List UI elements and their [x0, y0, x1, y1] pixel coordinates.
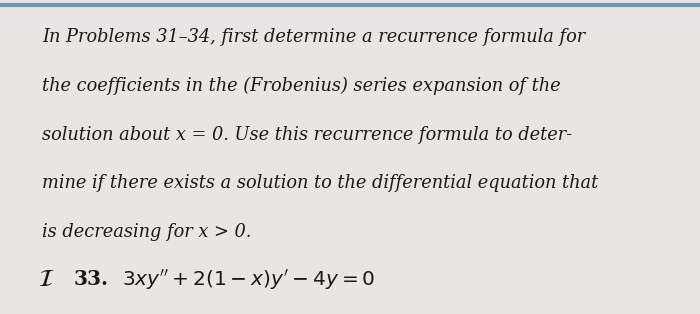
Text: In Problems 31–34, first determine a recurrence formula for: In Problems 31–34, first determine a rec…	[42, 28, 585, 46]
Text: $\mathcal{I}$: $\mathcal{I}$	[38, 268, 55, 291]
Text: the coefficients in the (Frobenius) series expansion of the: the coefficients in the (Frobenius) seri…	[42, 77, 561, 95]
Text: is decreasing for x > 0.: is decreasing for x > 0.	[42, 223, 251, 241]
Text: solution about x = 0. Use this recurrence formula to deter-: solution about x = 0. Use this recurrenc…	[42, 126, 573, 143]
Text: 33.: 33.	[74, 269, 108, 290]
Text: $3xy'' + 2(1 - x)y' - 4y = 0$: $3xy'' + 2(1 - x)y' - 4y = 0$	[122, 268, 376, 291]
Text: mine if there exists a solution to the differential equation that: mine if there exists a solution to the d…	[42, 174, 598, 192]
